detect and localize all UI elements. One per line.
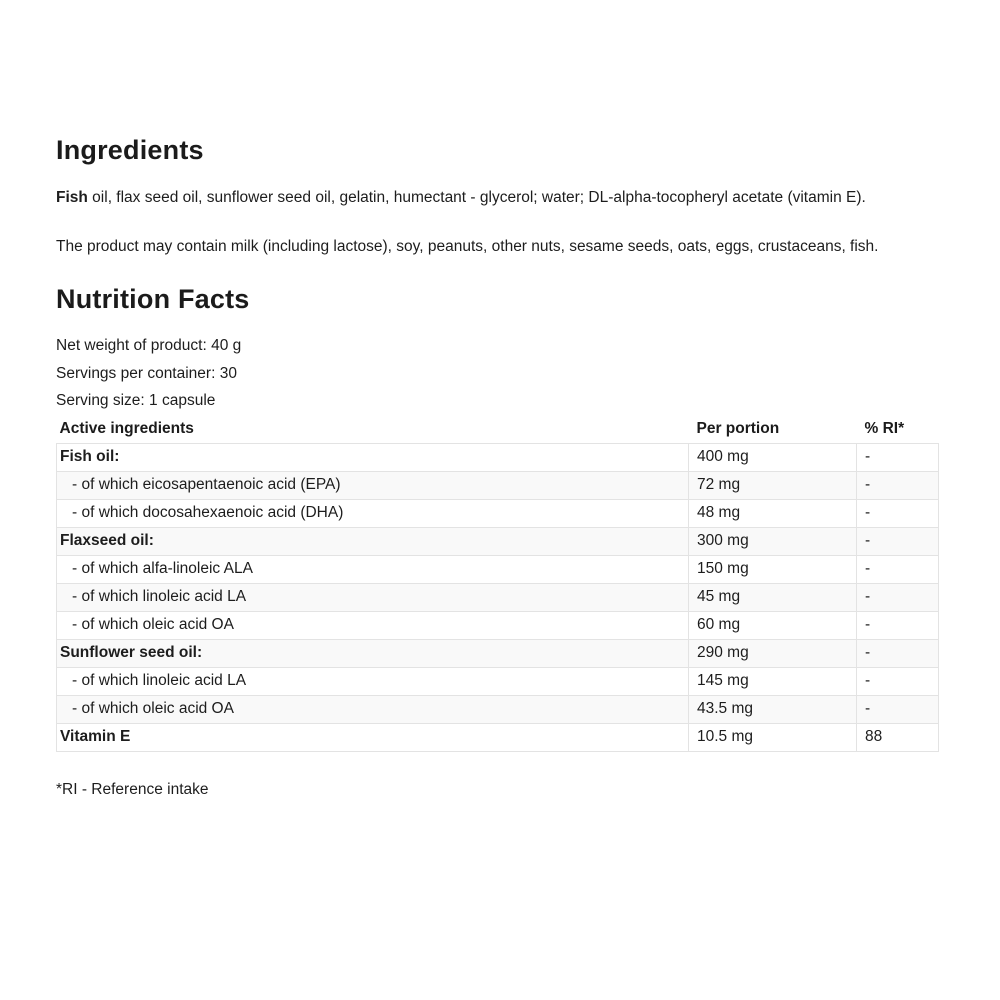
ingredient-label-cell: - of which oleic acid OA	[56, 694, 689, 724]
per-portion-cell: 10.5 mg	[688, 722, 857, 752]
table-row: Flaxseed oil: 300 mg -	[56, 526, 939, 556]
ingredient-label-cell: Fish oil:	[56, 442, 689, 472]
table-row: Sunflower seed oil: 290 mg -	[56, 638, 939, 668]
ingredient-label-cell: - of which oleic acid OA	[56, 610, 689, 640]
ri-cell: -	[856, 638, 939, 668]
ingredients-lead-bold: Fish	[56, 189, 88, 206]
nutrition-table: Active ingredients Per portion % RI* Fis…	[56, 414, 939, 752]
product-details-page: Ingredients Fish oil, flax seed oil, sun…	[56, 135, 939, 798]
ri-cell: -	[856, 442, 939, 472]
ingredients-heading: Ingredients	[56, 135, 204, 165]
ri-cell: -	[856, 470, 939, 500]
table-row: - of which oleic acid OA 60 mg -	[56, 610, 939, 640]
allergen-note: The product may contain milk (including …	[56, 238, 879, 255]
ingredient-label-cell: - of which docosahexaenoic acid (DHA)	[56, 498, 689, 528]
table-row: - of which docosahexaenoic acid (DHA) 48…	[56, 498, 939, 528]
ingredient-label-cell: - of which eicosapentaenoic acid (EPA)	[56, 470, 689, 500]
column-header-per-portion: Per portion	[688, 414, 857, 444]
ingredient-label-cell: - of which alfa-linoleic ALA	[56, 554, 689, 584]
table-row: - of which linoleic acid LA 145 mg -	[56, 666, 939, 696]
serving-size-line: Serving size: 1 capsule	[56, 392, 216, 409]
per-portion-cell: 43.5 mg	[688, 694, 857, 724]
table-row: Fish oil: 400 mg -	[56, 442, 939, 472]
per-portion-cell: 400 mg	[688, 442, 857, 472]
ingredient-label-cell: Vitamin E	[56, 722, 689, 752]
ri-cell: -	[856, 526, 939, 556]
ri-cell: -	[856, 610, 939, 640]
ingredient-label-cell: - of which linoleic acid LA	[56, 666, 689, 696]
per-portion-cell: 150 mg	[688, 554, 857, 584]
per-portion-cell: 145 mg	[688, 666, 857, 696]
ingredients-body: oil, flax seed oil, sunflower seed oil, …	[87, 189, 866, 206]
servings-per-container-line: Servings per container: 30	[56, 364, 237, 382]
table-row: - of which oleic acid OA 43.5 mg -	[56, 694, 939, 724]
table-row: - of which eicosapentaenoic acid (EPA) 7…	[56, 470, 939, 500]
table-row: Vitamin E 10.5 mg 88	[56, 722, 939, 752]
table-row: - of which alfa-linoleic ALA 150 mg -	[56, 554, 939, 584]
per-portion-cell: 45 mg	[688, 582, 857, 612]
nutrition-facts-heading: Nutrition Facts	[56, 284, 250, 314]
ri-cell: -	[856, 554, 939, 584]
ri-cell: -	[856, 666, 939, 696]
net-weight-line: Net weight of product: 40 g	[56, 337, 242, 354]
table-header-row: Active ingredients Per portion % RI*	[56, 414, 939, 444]
table-row: - of which linoleic acid LA 45 mg -	[56, 582, 939, 612]
per-portion-cell: 60 mg	[688, 610, 857, 640]
per-portion-cell: 290 mg	[688, 638, 857, 668]
per-portion-cell: 300 mg	[688, 526, 857, 556]
per-portion-cell: 48 mg	[688, 498, 857, 528]
per-portion-cell: 72 mg	[688, 470, 857, 500]
ingredient-label-cell: - of which linoleic acid LA	[56, 582, 689, 612]
ingredients-text: Fish oil, flax seed oil, sunflower seed …	[56, 184, 938, 212]
column-header-ri: % RI*	[856, 414, 939, 444]
ri-cell: -	[856, 498, 939, 528]
column-header-active-ingredients: Active ingredients	[56, 414, 689, 444]
ingredient-label-cell: Flaxseed oil:	[56, 526, 689, 556]
ri-cell: 88	[856, 722, 939, 752]
ingredient-label-cell: Sunflower seed oil:	[56, 638, 689, 668]
ri-cell: -	[856, 582, 939, 612]
ri-footnote: *RI - Reference intake	[56, 780, 209, 798]
ri-cell: -	[856, 694, 939, 724]
serving-info: Net weight of product: 40 g Servings per…	[56, 332, 938, 415]
